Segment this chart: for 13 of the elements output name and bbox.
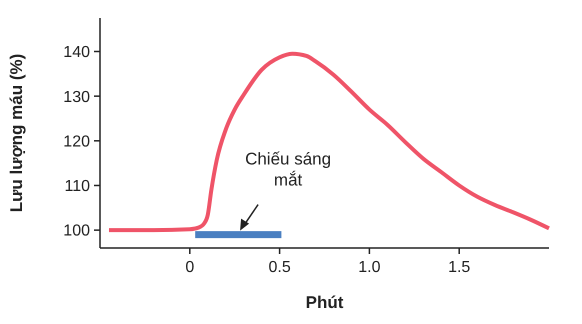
y-tick-label: 100	[63, 222, 90, 240]
x-tick-label: 0	[185, 259, 194, 276]
y-tick-label: 130	[63, 88, 90, 106]
x-axis-title: Phút	[306, 293, 344, 312]
annotation: Chiếu sáng mắt	[245, 150, 332, 190]
y-tick-label: 120	[63, 133, 90, 150]
line-series	[106, 52, 551, 232]
x-tick-label: 1.0	[358, 259, 381, 276]
y-tick-label: 140	[63, 44, 90, 62]
y-axis-title: Lưu lượng máu (%)	[7, 54, 26, 212]
y-tick-label: 110	[64, 178, 90, 196]
x-tick-label: 1.5	[448, 259, 470, 276]
x-tick-label: 0.5	[268, 259, 291, 276]
